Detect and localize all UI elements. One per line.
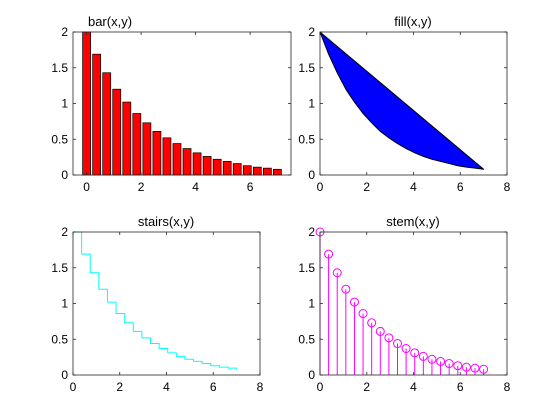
y-tick-label: 2 xyxy=(308,225,315,239)
x-tick-label: 0 xyxy=(83,180,90,194)
x-tick-label: 2 xyxy=(116,380,123,394)
stem-marker xyxy=(367,318,377,328)
x-tick-label: 6 xyxy=(247,180,254,194)
stairs-chart-title: stairs(x,y) xyxy=(138,214,194,229)
y-tick-label: 0 xyxy=(61,168,68,182)
bar xyxy=(152,131,162,176)
data-layer xyxy=(73,231,238,370)
stem-marker xyxy=(349,297,359,307)
stem-marker xyxy=(418,351,428,361)
y-tick-label: 2 xyxy=(308,25,315,39)
y-tick-label: 0.5 xyxy=(298,132,315,146)
x-tick-label: 6 xyxy=(210,380,217,394)
y-tick-label: 0 xyxy=(308,168,315,182)
x-tick-label: 0 xyxy=(317,180,324,194)
data-layer xyxy=(315,227,489,375)
y-tick-label: 0.5 xyxy=(298,332,315,346)
bar xyxy=(202,156,212,176)
stem-marker xyxy=(393,339,403,349)
stem-marker xyxy=(410,348,420,358)
y-tick-label: 1.5 xyxy=(298,61,315,75)
x-tick-label: 2 xyxy=(363,180,370,194)
x-tick-label: 4 xyxy=(192,180,199,194)
x-tick-label: 0 xyxy=(70,380,77,394)
x-tick-label: 0 xyxy=(317,380,324,394)
stairs-line xyxy=(73,231,238,370)
bar-subplot: bar(x,y) 0 2 4 6 0 0.5 1 1.5 2 xyxy=(51,14,292,194)
bar xyxy=(182,148,192,176)
fill-subplot: fill(x,y) 0 2 4 6 8 0 0.5 1 1.5 2 xyxy=(298,14,510,194)
bar xyxy=(212,158,222,176)
stem-chart-title: stem(x,y) xyxy=(386,214,439,229)
data-layer xyxy=(82,31,282,176)
bar xyxy=(112,88,122,176)
x-tick-label: 4 xyxy=(163,380,170,394)
stem-marker xyxy=(461,362,471,372)
bar xyxy=(172,143,182,176)
x-tick-label: 6 xyxy=(457,180,464,194)
bar xyxy=(222,161,232,176)
y-tick-label: 1 xyxy=(61,97,68,111)
x-tick-label: 4 xyxy=(410,380,417,394)
stem-marker xyxy=(324,249,334,259)
stem-marker xyxy=(436,356,446,366)
x-tick-label: 8 xyxy=(257,380,264,394)
bar xyxy=(142,122,152,176)
y-tick-label: 1 xyxy=(308,97,315,111)
axes-box xyxy=(319,231,508,376)
bar xyxy=(262,167,272,176)
bar-chart-title: bar(x,y) xyxy=(88,14,132,29)
y-tick-label: 0 xyxy=(61,368,68,382)
data-layer xyxy=(319,31,485,170)
y-tick-label: 1.5 xyxy=(51,61,68,75)
bar xyxy=(252,166,262,176)
x-tick-label: 8 xyxy=(504,180,511,194)
stem-marker xyxy=(427,354,437,364)
bar xyxy=(102,72,112,176)
fill-area xyxy=(319,31,485,170)
stem-marker xyxy=(444,359,454,369)
bar xyxy=(162,137,172,176)
stem-marker xyxy=(453,361,463,371)
x-tick-label: 2 xyxy=(138,180,145,194)
stem-marker xyxy=(384,333,394,343)
x-tick-label: 2 xyxy=(363,380,370,394)
fill-chart-title: fill(x,y) xyxy=(394,14,432,29)
stem-marker xyxy=(332,268,342,278)
x-tick-label: 8 xyxy=(504,380,511,394)
bar xyxy=(232,163,242,176)
axes-box xyxy=(319,31,508,176)
y-tick-label: 0 xyxy=(308,368,315,382)
y-tick-label: 2 xyxy=(61,25,68,39)
y-tick-label: 1 xyxy=(61,297,68,311)
y-tick-label: 0.5 xyxy=(51,132,68,146)
stem-marker xyxy=(470,363,480,373)
bar xyxy=(192,152,202,176)
stem-marker xyxy=(358,309,368,319)
y-tick-label: 0.5 xyxy=(51,332,68,346)
bar xyxy=(122,101,132,176)
bar xyxy=(92,53,102,176)
stem-marker xyxy=(401,344,411,354)
y-tick-label: 1.5 xyxy=(51,261,68,275)
stairs-subplot: stairs(x,y) 0 2 4 6 8 0 0.5 1 1.5 2 xyxy=(51,214,263,394)
stem-marker xyxy=(479,364,489,374)
bar xyxy=(132,113,142,176)
y-tick-label: 1 xyxy=(308,297,315,311)
y-tick-label: 2 xyxy=(61,225,68,239)
bar xyxy=(273,168,282,176)
stem-marker xyxy=(375,326,385,336)
stem-subplot: stem(x,y) 0 2 4 6 8 0 0.5 1 1.5 2 xyxy=(298,214,510,394)
x-tick-label: 4 xyxy=(410,180,417,194)
bar xyxy=(82,31,91,176)
x-tick-label: 6 xyxy=(457,380,464,394)
y-tick-label: 1.5 xyxy=(298,261,315,275)
stem-marker xyxy=(341,284,351,294)
axes-box xyxy=(72,231,261,376)
